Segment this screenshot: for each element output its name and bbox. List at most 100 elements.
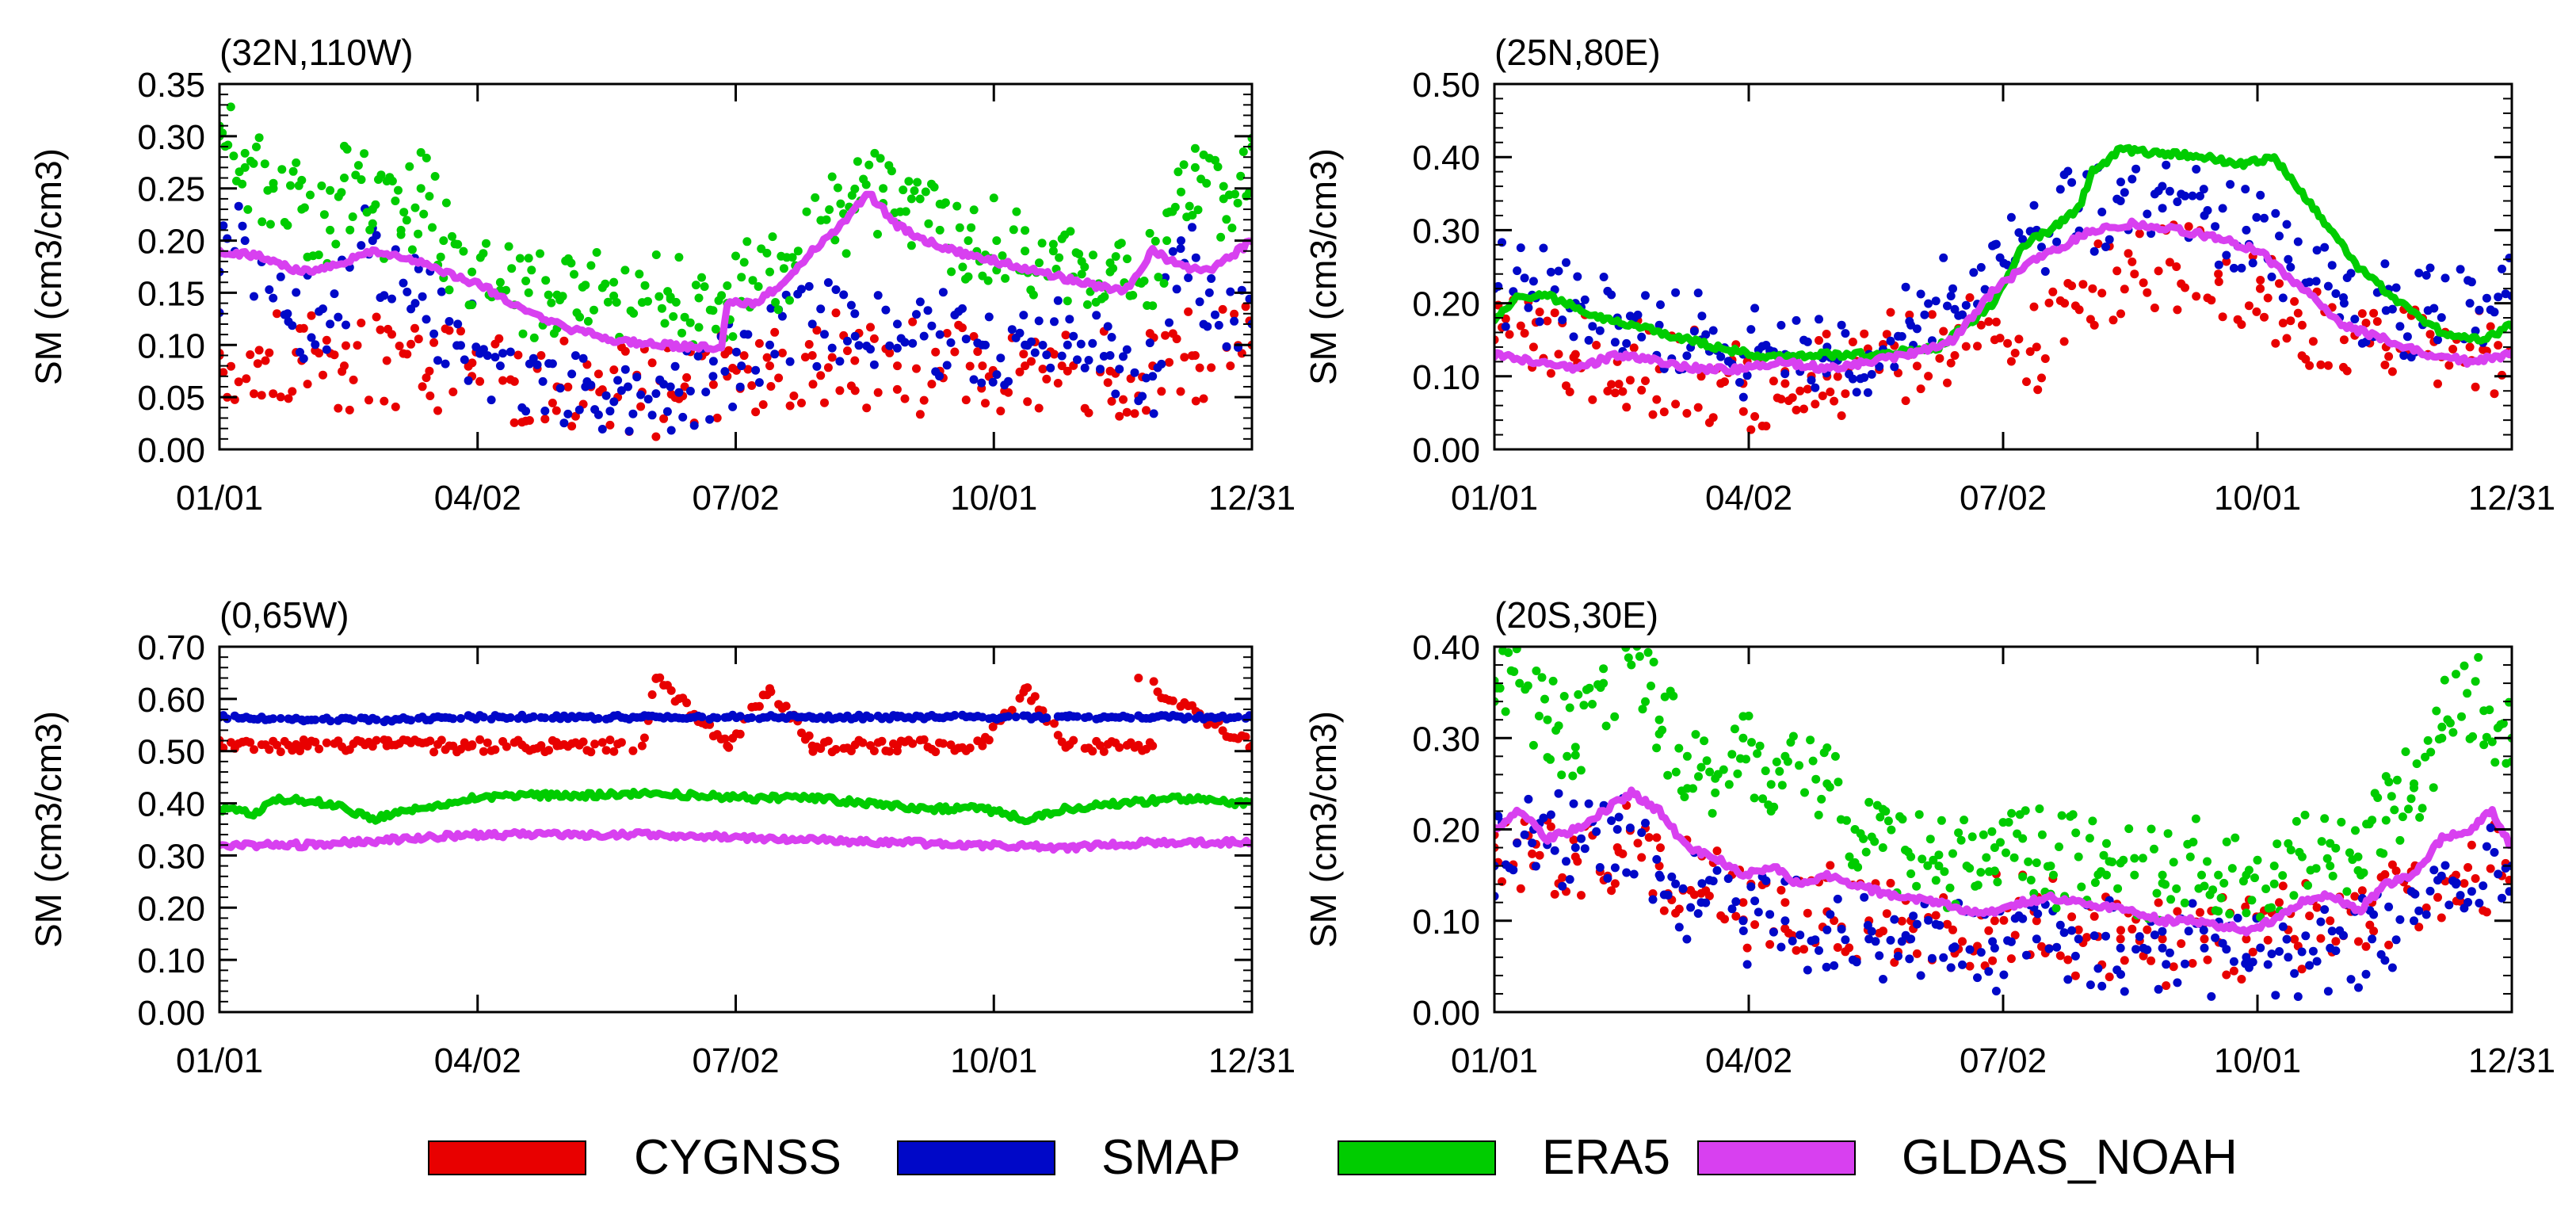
data-point (319, 210, 329, 220)
data-point (2391, 866, 2401, 876)
data-point (410, 323, 419, 333)
data-point (2241, 185, 2250, 194)
data-point (1069, 735, 1078, 745)
series-era5 (1494, 647, 2512, 925)
data-point (737, 361, 746, 371)
data-point (2401, 747, 2410, 756)
data-point (273, 740, 281, 750)
data-point (2165, 948, 2174, 957)
data-point (1610, 879, 1620, 888)
data-point (1012, 207, 1021, 216)
data-point (2227, 864, 2237, 873)
data-point (1758, 794, 1768, 804)
data-point (946, 338, 956, 347)
data-point (2067, 926, 2077, 935)
data-point (342, 320, 350, 330)
data-point (915, 297, 925, 307)
data-point (850, 184, 860, 193)
data-point (529, 353, 538, 363)
data-point (2120, 956, 2129, 965)
data-point (2467, 887, 2476, 896)
data-point (1061, 330, 1070, 340)
data-point (969, 205, 979, 215)
data-point (908, 739, 918, 748)
data-point (509, 418, 519, 427)
data-point (1924, 372, 1933, 381)
data-point (680, 312, 689, 322)
data-point (2437, 871, 2446, 881)
data-point (2063, 955, 2073, 965)
data-point (1004, 388, 1013, 397)
data-point (2067, 281, 2077, 291)
data-point (601, 279, 610, 288)
data-point (319, 370, 327, 380)
data-point (931, 747, 941, 757)
data-point (2406, 794, 2416, 804)
data-point (2166, 895, 2176, 904)
data-point (831, 745, 841, 754)
data-point (1176, 387, 1185, 396)
data-point (1945, 883, 1955, 892)
data-point (1916, 384, 1925, 394)
legend-swatch-smap (897, 1140, 1055, 1175)
data-point (1780, 898, 1790, 907)
data-point (479, 345, 488, 354)
data-point (1100, 292, 1109, 301)
data-point (967, 223, 976, 232)
data-point (1161, 330, 1170, 340)
data-point (2242, 953, 2251, 962)
data-point (2301, 931, 2311, 941)
data-point (1909, 911, 1918, 921)
data-point (1841, 329, 1850, 338)
data-point (2290, 934, 2299, 944)
data-point (915, 194, 925, 204)
data-point (467, 267, 477, 277)
data-point (2211, 222, 2220, 231)
data-point (1629, 343, 1639, 353)
data-point (307, 333, 316, 342)
data-point (1080, 363, 1090, 372)
data-point (583, 316, 593, 326)
data-point (2214, 870, 2223, 880)
data-point (2368, 816, 2377, 825)
data-point (807, 319, 817, 329)
data-point (1546, 822, 1555, 831)
data-point (1520, 329, 1529, 338)
data-point (2026, 876, 2036, 884)
data-point (1946, 292, 1956, 300)
data-point (1622, 403, 1631, 412)
data-point (2337, 817, 2346, 827)
x-tick-label: 07/02 (1960, 1041, 2047, 1080)
data-point (1693, 403, 1703, 412)
data-point (793, 246, 803, 256)
data-point (1656, 300, 1665, 309)
data-point (1912, 919, 1922, 929)
data-point (2463, 863, 2473, 872)
data-point (288, 387, 297, 396)
data-point (2414, 269, 2424, 277)
data-point (2327, 261, 2337, 270)
data-point (2097, 288, 2107, 298)
data-point (628, 409, 638, 418)
data-point (978, 271, 987, 281)
data-point (2135, 229, 2144, 239)
data-point (998, 251, 1007, 261)
data-point (595, 388, 605, 397)
data-point (2252, 307, 2261, 316)
data-point (929, 182, 939, 192)
data-point (984, 312, 994, 322)
data-point (2486, 823, 2495, 832)
data-point (1105, 366, 1115, 376)
data-point (422, 153, 431, 162)
data-point (1898, 815, 1907, 824)
data-point (1976, 948, 1986, 957)
data-point (620, 266, 630, 275)
data-point (1689, 327, 1699, 336)
data-point (2490, 758, 2500, 767)
data-point (831, 308, 841, 318)
data-point (2006, 937, 2016, 946)
data-point (2222, 945, 2231, 954)
data-point (2297, 965, 2307, 974)
data-point (406, 716, 416, 725)
